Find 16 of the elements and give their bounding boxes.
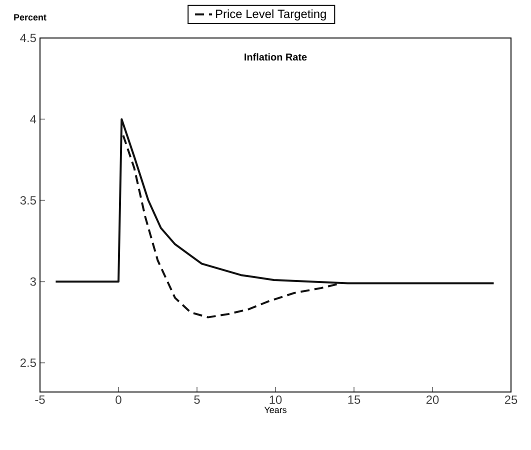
x-tick-label: 5 xyxy=(194,396,200,404)
text: Inflation Rate xyxy=(244,53,307,61)
x-tick-label: 20 xyxy=(426,396,439,404)
x-tick-label: 0 xyxy=(116,396,122,404)
y-tick-label: 4 xyxy=(30,115,36,124)
y-tick-label: 2.5 xyxy=(20,358,36,367)
y-tick-label: 3.5 xyxy=(20,196,36,205)
y-axis-title: Percent xyxy=(14,14,46,20)
legend-label: Price Level Targeting xyxy=(216,9,326,20)
x-tick-label: 10 xyxy=(270,396,282,404)
x-tick-label: 25 xyxy=(504,396,518,404)
y-tick-label: 3 xyxy=(30,277,36,286)
x-tick-label: -5 xyxy=(35,396,45,404)
x-axis-title: Years xyxy=(264,406,286,414)
x-tick-label: 15 xyxy=(348,396,360,404)
y-tick-label: 4.5 xyxy=(20,34,36,42)
